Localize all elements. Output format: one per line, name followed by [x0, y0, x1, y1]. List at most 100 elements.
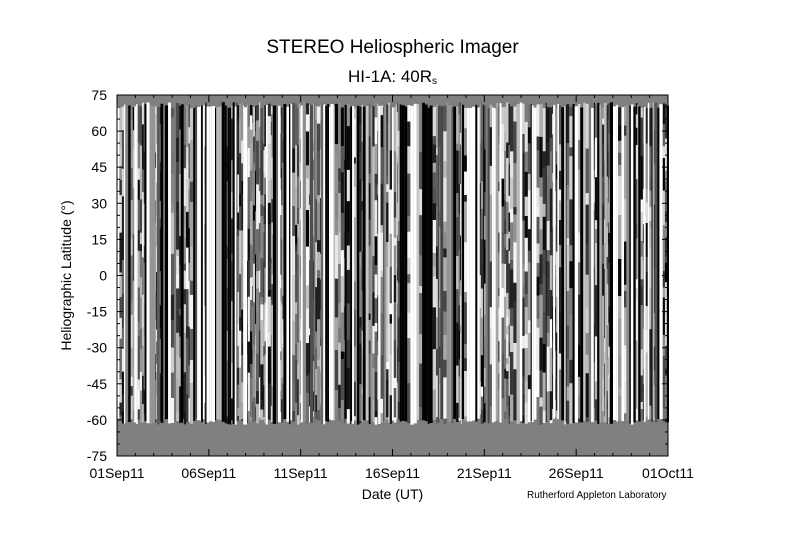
streak-segment — [176, 354, 180, 380]
streak-segment — [536, 318, 540, 328]
streak-segment — [578, 329, 581, 345]
streak-segment — [159, 339, 161, 374]
streak-segment — [247, 298, 248, 325]
streak-segment — [297, 224, 299, 238]
streak-segment — [282, 383, 284, 421]
streak-segment — [270, 211, 272, 235]
streak-segment — [252, 106, 256, 137]
streak-segment — [143, 303, 145, 337]
streak-segment — [252, 397, 256, 422]
streak-segment — [480, 409, 484, 424]
streak — [437, 105, 440, 423]
streak-segment — [258, 191, 261, 224]
streak-segment — [231, 253, 233, 262]
streak-segment — [489, 104, 492, 128]
streak-segment — [386, 150, 389, 178]
streak — [574, 106, 579, 423]
streak-segment — [297, 108, 299, 145]
streak-segment — [226, 134, 228, 147]
streak-segment — [386, 123, 389, 151]
streak-segment — [635, 103, 638, 115]
streak-segment — [156, 363, 158, 372]
streak-segment — [377, 355, 379, 400]
streak-segment — [489, 406, 492, 425]
streak — [637, 104, 639, 421]
streak-segment — [506, 293, 509, 309]
streak-segment — [380, 105, 384, 116]
streak-segment — [460, 184, 461, 195]
streak-segment — [607, 103, 609, 120]
streak-segment — [139, 106, 143, 146]
streak-segment — [624, 135, 627, 163]
streak-segment — [271, 284, 273, 306]
streak-segment — [386, 325, 389, 362]
streak-segment — [594, 243, 598, 286]
streak-segment — [436, 349, 438, 376]
streak-segment — [137, 239, 140, 251]
streak-segment — [368, 103, 371, 137]
streak-segment — [506, 364, 509, 372]
streak-segment — [397, 183, 400, 222]
streak-segment — [555, 399, 556, 417]
streak-segment — [606, 409, 608, 425]
streak-segment — [252, 248, 253, 277]
streak-segment — [443, 311, 447, 336]
streak-segment — [653, 268, 655, 314]
streak-segment — [252, 349, 253, 364]
streak — [493, 108, 496, 422]
streak-segment — [578, 376, 581, 396]
streak-segment — [183, 224, 187, 238]
streak-segment — [524, 294, 528, 307]
streak-segment — [343, 306, 345, 330]
streak-segment — [585, 193, 589, 205]
streak-segment — [484, 336, 486, 350]
streak-segment — [536, 262, 540, 277]
streak-segment — [183, 333, 187, 373]
streak — [323, 104, 326, 425]
streak-segment — [608, 263, 610, 307]
streak-segment — [386, 417, 389, 420]
streak-segment — [640, 375, 643, 395]
streak-segment — [608, 378, 610, 418]
streak — [146, 102, 150, 424]
streak-segment — [299, 192, 301, 209]
streak-segment — [603, 123, 605, 161]
streak-segment — [501, 178, 505, 207]
streak-segment — [443, 248, 447, 258]
streak-segment — [653, 417, 655, 421]
streak-segment — [241, 402, 244, 420]
streak-segment — [143, 203, 145, 246]
streak-segment — [295, 224, 298, 245]
streak-segment — [188, 104, 190, 128]
streak-segment — [372, 292, 375, 326]
streak-segment — [549, 420, 553, 424]
streak-segment — [608, 240, 610, 264]
streak-segment — [645, 223, 648, 258]
streak-segment — [267, 181, 271, 203]
streak-segment — [484, 105, 486, 150]
streak-segment — [156, 329, 158, 342]
streak — [327, 104, 329, 422]
streak-segment — [506, 371, 509, 380]
streak-segment — [267, 116, 271, 145]
streak — [600, 107, 603, 421]
streak — [461, 104, 465, 420]
streak — [265, 105, 268, 425]
streak-segment — [343, 329, 345, 341]
streak — [365, 106, 369, 421]
streak-segment — [258, 127, 261, 168]
streak-segment — [282, 295, 284, 320]
streak-segment — [280, 390, 282, 412]
streak-segment — [653, 370, 655, 386]
streak-segment — [603, 363, 605, 385]
streak-segment — [247, 296, 250, 342]
streak-segment — [510, 177, 514, 210]
streak-segment — [260, 107, 264, 141]
streak-segment — [188, 281, 190, 327]
streak-segment — [585, 307, 589, 334]
streak-segment — [297, 298, 299, 343]
streak-segment — [204, 263, 206, 307]
streak-segment — [142, 294, 144, 328]
streak-segment — [143, 107, 145, 152]
streak-segment — [282, 138, 284, 163]
